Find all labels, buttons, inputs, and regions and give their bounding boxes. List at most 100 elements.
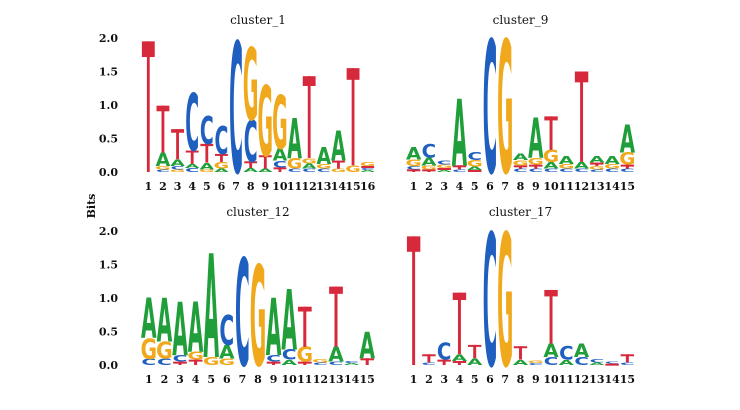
glyph-G: G bbox=[219, 356, 236, 367]
logo-stack: CAG bbox=[301, 76, 318, 173]
svg-text:G: G bbox=[243, 28, 259, 143]
logo-stack: CGA bbox=[156, 287, 173, 368]
x-tick-label: 2 bbox=[425, 180, 433, 193]
glyph-C: C bbox=[317, 168, 331, 173]
glyph-T bbox=[544, 116, 558, 150]
logo-stack: GAC bbox=[421, 141, 437, 172]
x-tick-label: 15 bbox=[345, 180, 360, 193]
glyph-C: C bbox=[529, 168, 543, 173]
glyph-T bbox=[141, 41, 155, 172]
x-tick-label: 5 bbox=[471, 180, 479, 193]
logo-stack: CA bbox=[172, 287, 188, 373]
logo-stack: AC bbox=[559, 343, 575, 367]
glyph-C: C bbox=[437, 339, 452, 366]
x-tick-label: 11 bbox=[559, 180, 574, 193]
x-tick-label: 7 bbox=[232, 180, 240, 193]
svg-text:G: G bbox=[406, 158, 422, 169]
glyph-A: A bbox=[559, 154, 575, 167]
x-tick-label: 3 bbox=[174, 180, 182, 193]
svg-text:C: C bbox=[605, 361, 619, 364]
svg-text:C: C bbox=[422, 141, 436, 162]
svg-text:A: A bbox=[316, 142, 331, 169]
x-tick-label: 13 bbox=[589, 180, 604, 193]
svg-text:A: A bbox=[513, 152, 528, 163]
logo-stack: CA bbox=[328, 286, 344, 367]
glyph-A: A bbox=[188, 288, 204, 368]
logo-stack: CGA bbox=[619, 119, 635, 174]
x-tick-label: 1 bbox=[410, 373, 418, 386]
glyph-T bbox=[361, 165, 375, 168]
glyph-A: A bbox=[141, 288, 157, 352]
logo-stack: AGC bbox=[214, 120, 230, 174]
svg-text:C: C bbox=[244, 109, 258, 175]
logo-stack: CGA bbox=[558, 154, 575, 174]
svg-text:G: G bbox=[497, 198, 513, 409]
logo-stack: AC bbox=[344, 361, 361, 366]
x-tick-label: 11 bbox=[559, 373, 574, 386]
glyph-G: G bbox=[187, 349, 204, 362]
glyph-G: G bbox=[512, 158, 528, 167]
svg-text:C: C bbox=[544, 168, 558, 173]
glyph-C: C bbox=[235, 229, 250, 400]
x-tick-label: 1 bbox=[145, 373, 153, 386]
glyph-G: G bbox=[360, 161, 376, 167]
glyph-T bbox=[605, 363, 619, 366]
logo-stack: C bbox=[605, 361, 619, 366]
x-tick-label: 1 bbox=[144, 180, 152, 193]
y-tick-label: 1.0 bbox=[99, 292, 118, 305]
glyph-C: C bbox=[282, 348, 297, 364]
panel-title: cluster_12 bbox=[226, 205, 289, 219]
glyph-T bbox=[171, 129, 184, 160]
svg-text:G: G bbox=[170, 169, 186, 173]
x-tick-label: 11 bbox=[287, 180, 302, 193]
x-tick-label: 4 bbox=[456, 180, 464, 193]
x-tick-label: 14 bbox=[344, 373, 360, 386]
logo-stack: C bbox=[483, 5, 497, 216]
logo-stack: CGA bbox=[141, 288, 158, 368]
glyph-C: C bbox=[171, 165, 185, 170]
svg-text:A: A bbox=[452, 80, 467, 188]
glyph-A: A bbox=[574, 341, 590, 362]
glyph-A: A bbox=[281, 274, 297, 370]
svg-text:G: G bbox=[250, 239, 267, 399]
glyph-G: G bbox=[243, 28, 259, 143]
glyph-C: C bbox=[244, 109, 258, 175]
x-tick-label: 2 bbox=[425, 373, 433, 386]
x-tick-label: 7 bbox=[239, 373, 247, 386]
glyph-T bbox=[620, 164, 635, 169]
glyph-A: A bbox=[219, 341, 235, 363]
svg-text:A: A bbox=[574, 341, 590, 362]
glyph-A: A bbox=[620, 119, 635, 163]
x-tick-label: 5 bbox=[203, 180, 211, 193]
x-tick-label: 7 bbox=[501, 180, 509, 193]
glyph-C: C bbox=[483, 5, 497, 216]
svg-text:C: C bbox=[313, 362, 328, 366]
glyph-T bbox=[360, 358, 375, 365]
svg-text:A: A bbox=[559, 154, 575, 167]
glyph-A: A bbox=[543, 160, 558, 171]
glyph-T bbox=[620, 354, 635, 363]
svg-text:A: A bbox=[287, 108, 302, 172]
svg-text:C: C bbox=[329, 361, 344, 366]
logo-stack: ACA bbox=[281, 274, 297, 370]
glyph-G: G bbox=[312, 358, 329, 363]
logo-stack: CA bbox=[574, 341, 590, 368]
svg-text:A: A bbox=[170, 157, 185, 168]
svg-text:A: A bbox=[467, 166, 484, 171]
svg-text:A: A bbox=[203, 225, 219, 390]
glyph-C: C bbox=[329, 361, 344, 366]
svg-text:C: C bbox=[171, 165, 185, 170]
glyph-G: G bbox=[199, 169, 215, 173]
glyph-A: A bbox=[316, 142, 331, 169]
svg-text:C: C bbox=[483, 198, 497, 409]
glyph-T bbox=[332, 160, 345, 169]
svg-text:C: C bbox=[437, 160, 452, 166]
svg-text:G: G bbox=[436, 164, 452, 169]
x-tick-label: 14 bbox=[604, 373, 620, 386]
y-tick-label: 0.5 bbox=[99, 133, 118, 146]
glyph-T bbox=[422, 354, 436, 363]
svg-text:C: C bbox=[273, 159, 287, 170]
x-tick-label: 8 bbox=[517, 373, 525, 386]
svg-text:C: C bbox=[574, 355, 588, 368]
glyph-G: G bbox=[589, 165, 605, 170]
